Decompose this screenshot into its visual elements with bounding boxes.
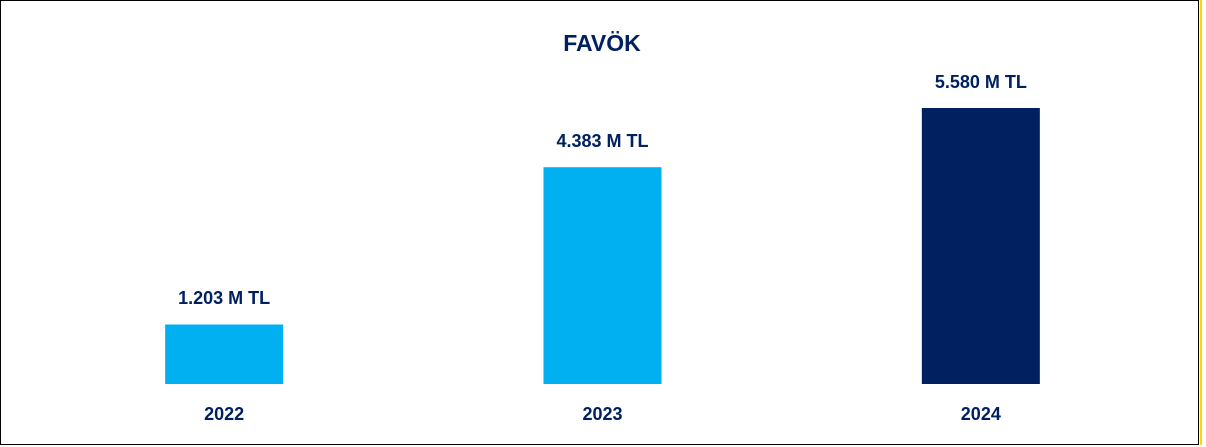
x-tick-label: 2023 (582, 404, 622, 424)
x-tick-label: 2024 (961, 404, 1001, 424)
data-label: 4.383 M TL (556, 131, 648, 151)
chart-title: FAVÖK (563, 30, 641, 56)
x-tick-label: 2022 (204, 404, 244, 424)
data-label: 1.203 M TL (178, 288, 270, 308)
data-label: 5.580 M TL (935, 72, 1027, 92)
bar (921, 108, 1040, 384)
bar (165, 324, 284, 384)
bar (543, 167, 662, 384)
